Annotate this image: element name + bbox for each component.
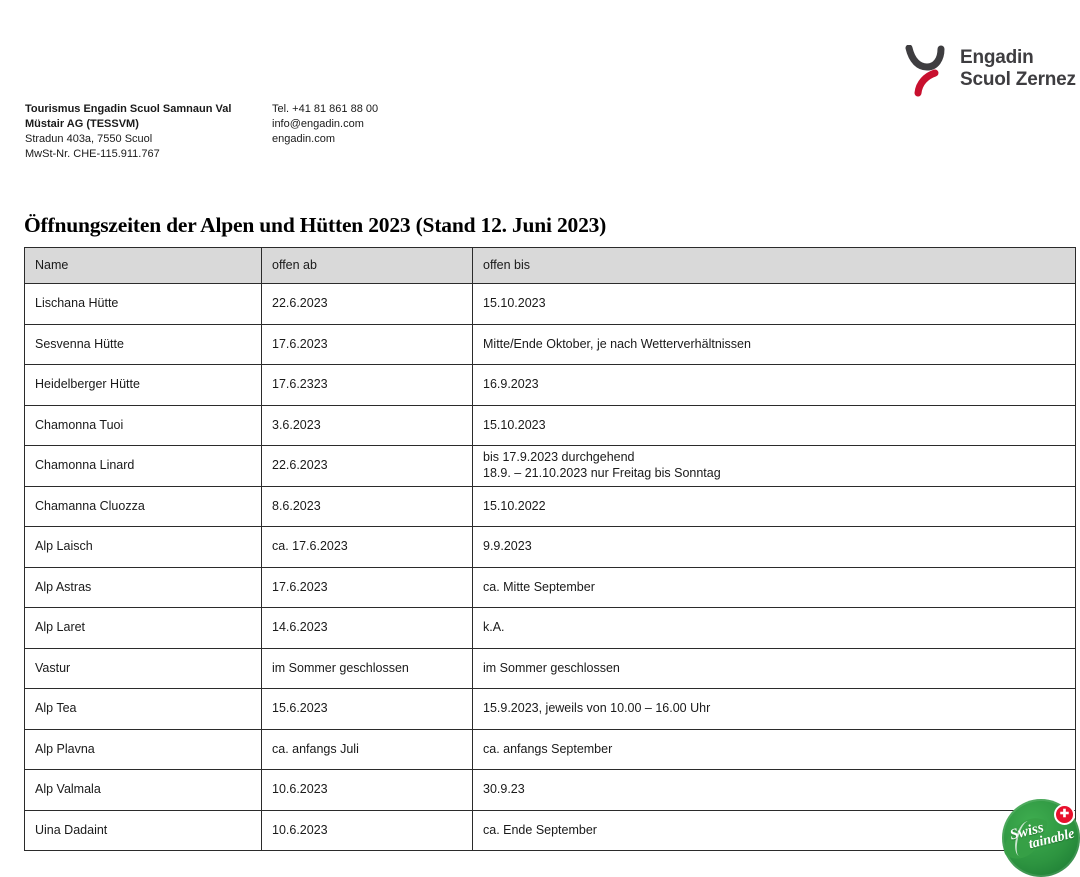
hut-name-cell: Alp Plavna bbox=[24, 728, 262, 770]
table-body: Lischana Hütte 22.6.2023 15.10.2023 Sesvenn… bbox=[24, 283, 1076, 851]
page-title: Öffnungszeiten der Alpen und Hütten 2023… bbox=[24, 213, 607, 237]
offen-bis-cell: bis 17.9.2023 durchgehend 18.9. – 21.10.… bbox=[472, 445, 1076, 487]
offen-bis-cell: 30.9.23 bbox=[472, 769, 1076, 811]
offen-bis-cell: Mitte/Ende Oktober, je nach Wetterverhäl… bbox=[472, 323, 1076, 365]
offen-bis-cell: 15.10.2022 bbox=[472, 485, 1076, 527]
offen-bis-cell: im Sommer geschlossen bbox=[472, 647, 1076, 689]
page: { "logo": { "line1": "Engadin", "line2":… bbox=[24, 45, 1080, 877]
brand-line-1: Engadin bbox=[960, 47, 1034, 68]
offen-ab-cell: 10.6.2023 bbox=[261, 809, 473, 851]
offen-ab-cell: 3.6.2023 bbox=[261, 404, 473, 446]
swisstainable-badge: Swiss tainable ✚ bbox=[1001, 799, 1080, 877]
offen-ab-cell: 15.6.2023 bbox=[261, 688, 473, 730]
table-row: Alp Astras 17.6.2023 ca. Mitte September bbox=[24, 566, 1076, 608]
offen-bis-cell: ca. Ende September bbox=[472, 809, 1076, 851]
offen-bis-cell: k.A. bbox=[472, 607, 1076, 649]
hut-name-cell: Alp Laisch bbox=[24, 526, 262, 568]
table-row: Vastur im Sommer geschlossen im Sommer ges… bbox=[24, 647, 1076, 689]
street-address: Stradun 403a, 7550 Scuol bbox=[25, 133, 153, 145]
offen-ab-cell: 17.6.2023 bbox=[261, 566, 473, 608]
table-row: Uina Dadaint 10.6.2023 ca. Ende September bbox=[24, 809, 1076, 851]
offen-ab-cell: 22.6.2023 bbox=[261, 283, 473, 325]
column-header-offen-ab: offen ab bbox=[261, 247, 473, 284]
offen-bis-cell: 9.9.2023 bbox=[472, 526, 1076, 568]
ibex-horn-logo-icon bbox=[905, 45, 945, 97]
hut-name-cell: Chamonna Linard bbox=[24, 445, 262, 487]
column-header-name: Name bbox=[24, 247, 262, 284]
contact-block: Tel. +41 81 861 88 00 info@engadin.com e… bbox=[272, 102, 378, 147]
table-row: Chamonna Tuoi 3.6.2023 15.10.2023 bbox=[24, 404, 1076, 446]
hut-name-cell: Sesvenna Hütte bbox=[24, 323, 262, 365]
company-address-block: Tourismus Engadin Scuol Samnaun Val Müst… bbox=[25, 102, 231, 162]
offen-ab-cell: 14.6.2023 bbox=[261, 607, 473, 649]
offen-bis-cell: 16.9.2023 bbox=[472, 364, 1076, 406]
company-name-line-2: Müstair AG (TESSVM) bbox=[25, 118, 139, 130]
offen-bis-cell: ca. Mitte September bbox=[472, 566, 1076, 608]
offen-ab-cell: im Sommer geschlossen bbox=[261, 647, 473, 689]
table-row: Alp Tea 15.6.2023 15.9.2023, jeweils von 1… bbox=[24, 688, 1076, 730]
email-address: info@engadin.com bbox=[272, 118, 364, 130]
brand-logo: Engadin Scuol Zernez bbox=[905, 45, 1076, 97]
opening-hours-table: Name offen ab offen bis Lischana Hütte 22… bbox=[24, 247, 1076, 851]
offen-ab-cell: 8.6.2023 bbox=[261, 485, 473, 527]
offen-ab-cell: 17.6.2323 bbox=[261, 364, 473, 406]
hut-name-cell: Alp Laret bbox=[24, 607, 262, 649]
table-row: Alp Valmala 10.6.2023 30.9.23 bbox=[24, 769, 1076, 811]
table-header-row: Name offen ab offen bis bbox=[24, 247, 1076, 284]
offen-ab-cell: ca. anfangs Juli bbox=[261, 728, 473, 770]
hut-name-cell: Chamonna Tuoi bbox=[24, 404, 262, 446]
offen-bis-cell: 15.9.2023, jeweils von 10.00 – 16.00 Uhr bbox=[472, 688, 1076, 730]
hut-name-cell: Alp Tea bbox=[24, 688, 262, 730]
hut-name-cell: Alp Valmala bbox=[24, 769, 262, 811]
table-row: Alp Plavna ca. anfangs Juli ca. anfangs Se… bbox=[24, 728, 1076, 770]
table-row: Alp Laisch ca. 17.6.2023 9.9.2023 bbox=[24, 526, 1076, 568]
offen-bis-cell: 15.10.2023 bbox=[472, 404, 1076, 446]
table-row: Sesvenna Hütte 17.6.2023 Mitte/Ende Oktobe… bbox=[24, 323, 1076, 365]
offen-ab-cell: 22.6.2023 bbox=[261, 445, 473, 487]
table-row: Chamanna Cluozza 8.6.2023 15.10.2022 bbox=[24, 485, 1076, 527]
offen-bis-cell: 15.10.2023 bbox=[472, 283, 1076, 325]
hut-name-cell: Alp Astras bbox=[24, 566, 262, 608]
vat-number: MwSt-Nr. CHE-115.911.767 bbox=[25, 148, 160, 160]
hut-name-cell: Vastur bbox=[24, 647, 262, 689]
hut-name-cell: Chamanna Cluozza bbox=[24, 485, 262, 527]
hut-name-cell: Heidelberger Hütte bbox=[24, 364, 262, 406]
hut-name-cell: Lischana Hütte bbox=[24, 283, 262, 325]
brand-wordmark: Engadin Scuol Zernez bbox=[960, 47, 1076, 91]
offen-ab-cell: ca. 17.6.2023 bbox=[261, 526, 473, 568]
table-row: Lischana Hütte 22.6.2023 15.10.2023 bbox=[24, 283, 1076, 325]
table-row: Alp Laret 14.6.2023 k.A. bbox=[24, 607, 1076, 649]
table-row: Chamonna Linard 22.6.2023 bis 17.9.2023 du… bbox=[24, 445, 1076, 487]
hut-name-cell: Uina Dadaint bbox=[24, 809, 262, 851]
phone-number: Tel. +41 81 861 88 00 bbox=[272, 103, 379, 115]
offen-ab-cell: 10.6.2023 bbox=[261, 769, 473, 811]
column-header-offen-bis: offen bis bbox=[472, 247, 1076, 284]
swiss-cross-icon: ✚ bbox=[1054, 804, 1075, 825]
brand-line-2: Scuol Zernez bbox=[960, 69, 1076, 90]
offen-bis-cell: ca. anfangs September bbox=[472, 728, 1076, 770]
company-name-line-1: Tourismus Engadin Scuol Samnaun Val bbox=[25, 103, 232, 115]
table-row: Heidelberger Hütte 17.6.2323 16.9.2023 bbox=[24, 364, 1076, 406]
website-url: engadin.com bbox=[272, 133, 335, 145]
offen-ab-cell: 17.6.2023 bbox=[261, 323, 473, 365]
